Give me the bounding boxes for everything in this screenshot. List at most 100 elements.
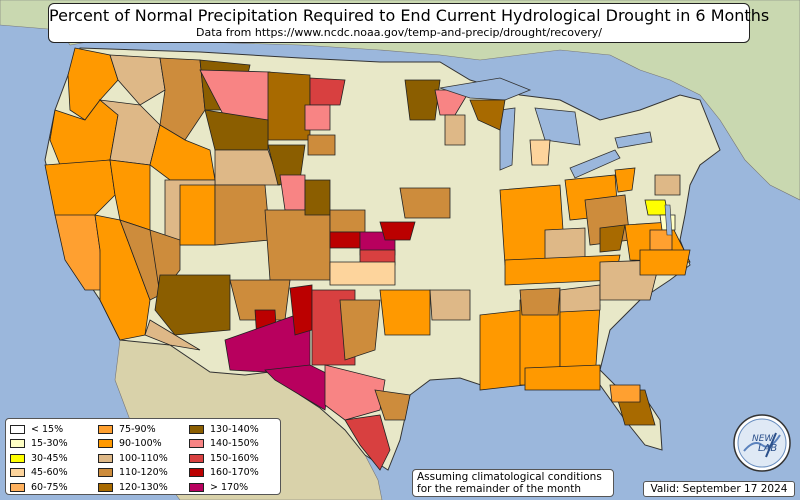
assumption-note-line1: Assuming climatological conditions xyxy=(417,471,602,483)
legend-swatch xyxy=(98,468,113,478)
legend-swatch xyxy=(189,482,204,492)
title-box: Percent of Normal Precipitation Required… xyxy=(48,3,770,43)
legend-label: > 170% xyxy=(210,481,249,493)
legend-item: 150-160% xyxy=(189,451,259,466)
region-ks-ne xyxy=(379,221,416,241)
legend-label: 15-30% xyxy=(31,438,68,450)
legend-item: 160-170% xyxy=(189,466,259,481)
legend-item: > 170% xyxy=(189,480,259,495)
legend-label: 30-45% xyxy=(31,452,68,464)
region-ia-north xyxy=(399,187,451,219)
region-co-east xyxy=(264,209,331,281)
legend-item: < 15% xyxy=(10,422,68,437)
region-ms-la xyxy=(479,309,526,391)
region-ks-north xyxy=(329,209,366,233)
region-nd-west xyxy=(309,77,346,106)
map-title: Percent of Normal Precipitation Required… xyxy=(49,6,770,25)
region-tx-south xyxy=(344,414,391,471)
region-ok-west xyxy=(329,261,396,286)
legend-item: 140-150% xyxy=(189,437,259,452)
lake-erie xyxy=(569,149,621,179)
valid-date: Valid: September 17 2024 xyxy=(643,481,795,497)
legend-swatch xyxy=(189,424,204,434)
legend-swatch xyxy=(189,453,204,463)
legend-item: 100-110% xyxy=(98,451,168,466)
assumption-note-line2: for the remainder of the month xyxy=(417,483,582,495)
region-ut-east xyxy=(179,184,216,246)
region-sd-west xyxy=(307,134,336,156)
legend-label: 45-60% xyxy=(31,467,68,479)
region-fl-north xyxy=(609,384,641,403)
assumption-note: Assuming climatological conditions for t… xyxy=(412,469,614,497)
legend-swatch xyxy=(98,482,113,492)
legend-swatch xyxy=(189,439,204,449)
legend-swatch xyxy=(98,424,113,434)
legend-item: 110-120% xyxy=(98,466,168,481)
region-tx-central xyxy=(324,364,386,421)
legend-label: 60-75% xyxy=(31,481,68,493)
legend-label: < 15% xyxy=(31,423,64,435)
region-mi-lp xyxy=(529,139,551,166)
logo-text-bottom: LAB xyxy=(758,443,777,454)
legend-item: 45-60% xyxy=(10,466,68,481)
legend-swatch xyxy=(98,439,113,449)
region-ne-west xyxy=(304,179,331,216)
lake-ontario xyxy=(614,131,653,149)
region-nd-sw xyxy=(304,104,331,131)
legend-item: 130-140% xyxy=(189,422,259,437)
legend-label: 100-110% xyxy=(119,452,168,464)
lake-superior xyxy=(439,77,532,101)
legend-column-1: < 15% 15-30% 30-45% 45-60% 60-75% xyxy=(10,422,68,495)
region-co-west xyxy=(214,184,271,246)
legend-item: 120-130% xyxy=(98,480,168,495)
lake-huron xyxy=(534,107,581,146)
legend-column-3: 130-140% 140-150% 150-160% 160-170% > 17… xyxy=(189,422,259,495)
region-az-north xyxy=(154,274,231,336)
region-mi-up xyxy=(469,99,506,131)
legend-label: 120-130% xyxy=(119,481,168,493)
legend-item: 15-30% xyxy=(10,437,68,452)
region-ga-north xyxy=(559,284,601,313)
legend-label: 130-140% xyxy=(210,423,259,435)
legend-label: 140-150% xyxy=(210,438,259,450)
legend-swatch xyxy=(10,424,25,434)
legend-item: 90-100% xyxy=(98,437,168,452)
legend-swatch xyxy=(189,468,204,478)
region-tx-west xyxy=(264,364,331,411)
region-wa-east xyxy=(109,54,166,106)
lake-michigan xyxy=(499,107,516,171)
legend-item: 60-75% xyxy=(10,480,68,495)
legend: < 15% 15-30% 30-45% 45-60% 60-75% 75-90%… xyxy=(5,418,281,495)
legend-label: 160-170% xyxy=(210,467,259,479)
legend-item: 30-45% xyxy=(10,451,68,466)
region-tx-north xyxy=(339,299,381,361)
legend-label: 75-90% xyxy=(119,423,156,435)
legend-label: 90-100% xyxy=(119,438,162,450)
newlab-logo: NEW LAB xyxy=(733,414,791,472)
region-ar xyxy=(429,289,471,321)
legend-label: 110-120% xyxy=(119,467,168,479)
map-subtitle: Data from https://www.ncdc.noaa.gov/temp… xyxy=(196,26,602,39)
region-ny-south xyxy=(654,174,681,196)
region-wi-east xyxy=(444,114,466,146)
legend-swatch xyxy=(10,439,25,449)
legend-swatch xyxy=(10,453,25,463)
region-va-west xyxy=(599,224,626,253)
legend-swatch xyxy=(98,453,113,463)
region-wy-south xyxy=(214,149,281,186)
region-md-dc xyxy=(644,199,669,216)
region-mn-ne xyxy=(404,79,441,121)
legend-swatch xyxy=(10,468,25,478)
region-mt-east xyxy=(267,71,311,141)
region-az-south xyxy=(144,319,201,351)
legend-column-2: 75-90% 90-100% 100-110% 110-120% 120-130… xyxy=(98,422,168,495)
region-ms-north xyxy=(519,287,561,316)
legend-swatch xyxy=(10,482,25,492)
region-fl-panhandle xyxy=(524,364,601,391)
chesapeake-bay xyxy=(664,204,673,236)
legend-item: 75-90% xyxy=(98,422,168,437)
legend-label: 150-160% xyxy=(210,452,259,464)
region-nc-coast xyxy=(639,249,691,276)
logo-text-top: NEW xyxy=(752,434,774,444)
